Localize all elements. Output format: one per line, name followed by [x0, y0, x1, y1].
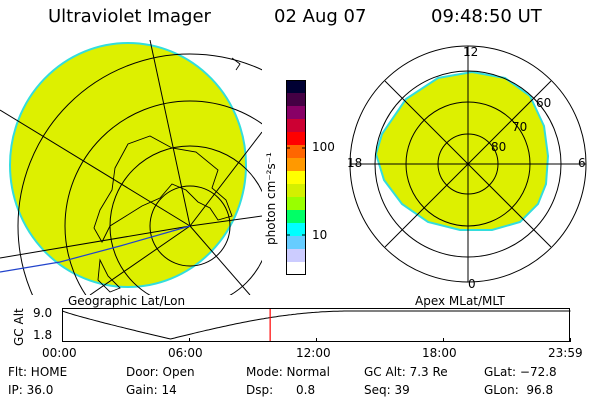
altitude-xtick-1: 06:00 [168, 346, 203, 360]
status-door: Door: Open [126, 365, 195, 379]
colorbar-tick-100: 100 [312, 140, 335, 154]
altitude-ytick-low: 1.8 [33, 328, 53, 342]
geographic-map [0, 40, 262, 295]
altitude-curve [62, 310, 571, 340]
status-gc-alt: GC Alt: 7.3 Re [364, 365, 448, 379]
status-flight: Flt: HOME [8, 365, 68, 379]
colorbar-swatch [286, 132, 306, 146]
colorbar-unit-label: photon cm⁻²s⁻¹ [264, 152, 278, 245]
mlt-label-12: 12 [463, 45, 479, 59]
status-ip: IP: 36.0 [8, 383, 54, 397]
colorbar [286, 80, 306, 275]
altitude-ytick-high: 9.0 [33, 306, 53, 320]
colorbar-swatch [286, 158, 306, 172]
time-label: 09:48:50 UT [431, 6, 542, 27]
colorbar-swatch [286, 80, 306, 94]
status-glon: GLon: 96.8 [484, 383, 554, 397]
colorbar-swatch [286, 93, 306, 107]
terminator-line [0, 225, 191, 273]
altitude-plot [62, 308, 571, 342]
mlat-label-70: 70 [512, 120, 528, 134]
polar-grid [349, 45, 587, 283]
colorbar-swatch [286, 184, 306, 198]
coastline-north [231, 57, 241, 71]
colorbar-swatches [286, 80, 306, 275]
colorbar-swatch [286, 171, 306, 185]
left-map-caption: Geographic Lat/Lon [68, 294, 186, 308]
colorbar-swatch [286, 145, 306, 159]
colorbar-swatch [286, 236, 306, 250]
mlat-label-60: 60 [536, 96, 552, 110]
altitude-xtick-0: 00:00 [42, 346, 77, 360]
right-map-caption: Apex MLat/MLT [415, 294, 505, 308]
magnetic-polar-map [349, 45, 587, 283]
altitude-xtick-4: 23:59 [548, 346, 583, 360]
colorbar-swatch [286, 249, 306, 263]
altitude-plot-frame [62, 308, 570, 342]
coastline-south [97, 258, 121, 293]
altitude-ylabel: GC Alt [12, 308, 26, 346]
geographic-grid [0, 40, 262, 295]
colorbar-tick-10: 10 [312, 228, 328, 242]
status-dsp: Dsp: 0.8 [246, 383, 316, 397]
auroral-oval [374, 70, 550, 231]
altitude-xtick-2: 12:00 [296, 346, 331, 360]
mlat-label-80: 80 [491, 140, 507, 154]
altitude-xtick-3: 18:00 [422, 346, 457, 360]
mlt-label-0: 0 [468, 277, 476, 291]
instrument-title: Ultraviolet Imager [48, 6, 211, 27]
status-gain: Gain: 14 [126, 383, 177, 397]
status-seq: Seq: 39 [364, 383, 410, 397]
colorbar-swatch [286, 106, 306, 120]
mlt-label-6: 6 [578, 156, 586, 170]
colorbar-swatch [286, 119, 306, 133]
coastline [93, 135, 233, 243]
colorbar-swatch [286, 197, 306, 211]
altitude-xticks [62, 338, 571, 342]
status-glat: GLat: −72.8 [484, 365, 557, 379]
colorbar-swatch [286, 210, 306, 224]
colorbar-swatch [286, 262, 306, 275]
colorbar-swatch [286, 223, 306, 237]
mlt-label-18: 18 [347, 156, 363, 170]
status-mode: Mode: Normal [246, 365, 330, 379]
date-label: 02 Aug 07 [274, 6, 367, 27]
